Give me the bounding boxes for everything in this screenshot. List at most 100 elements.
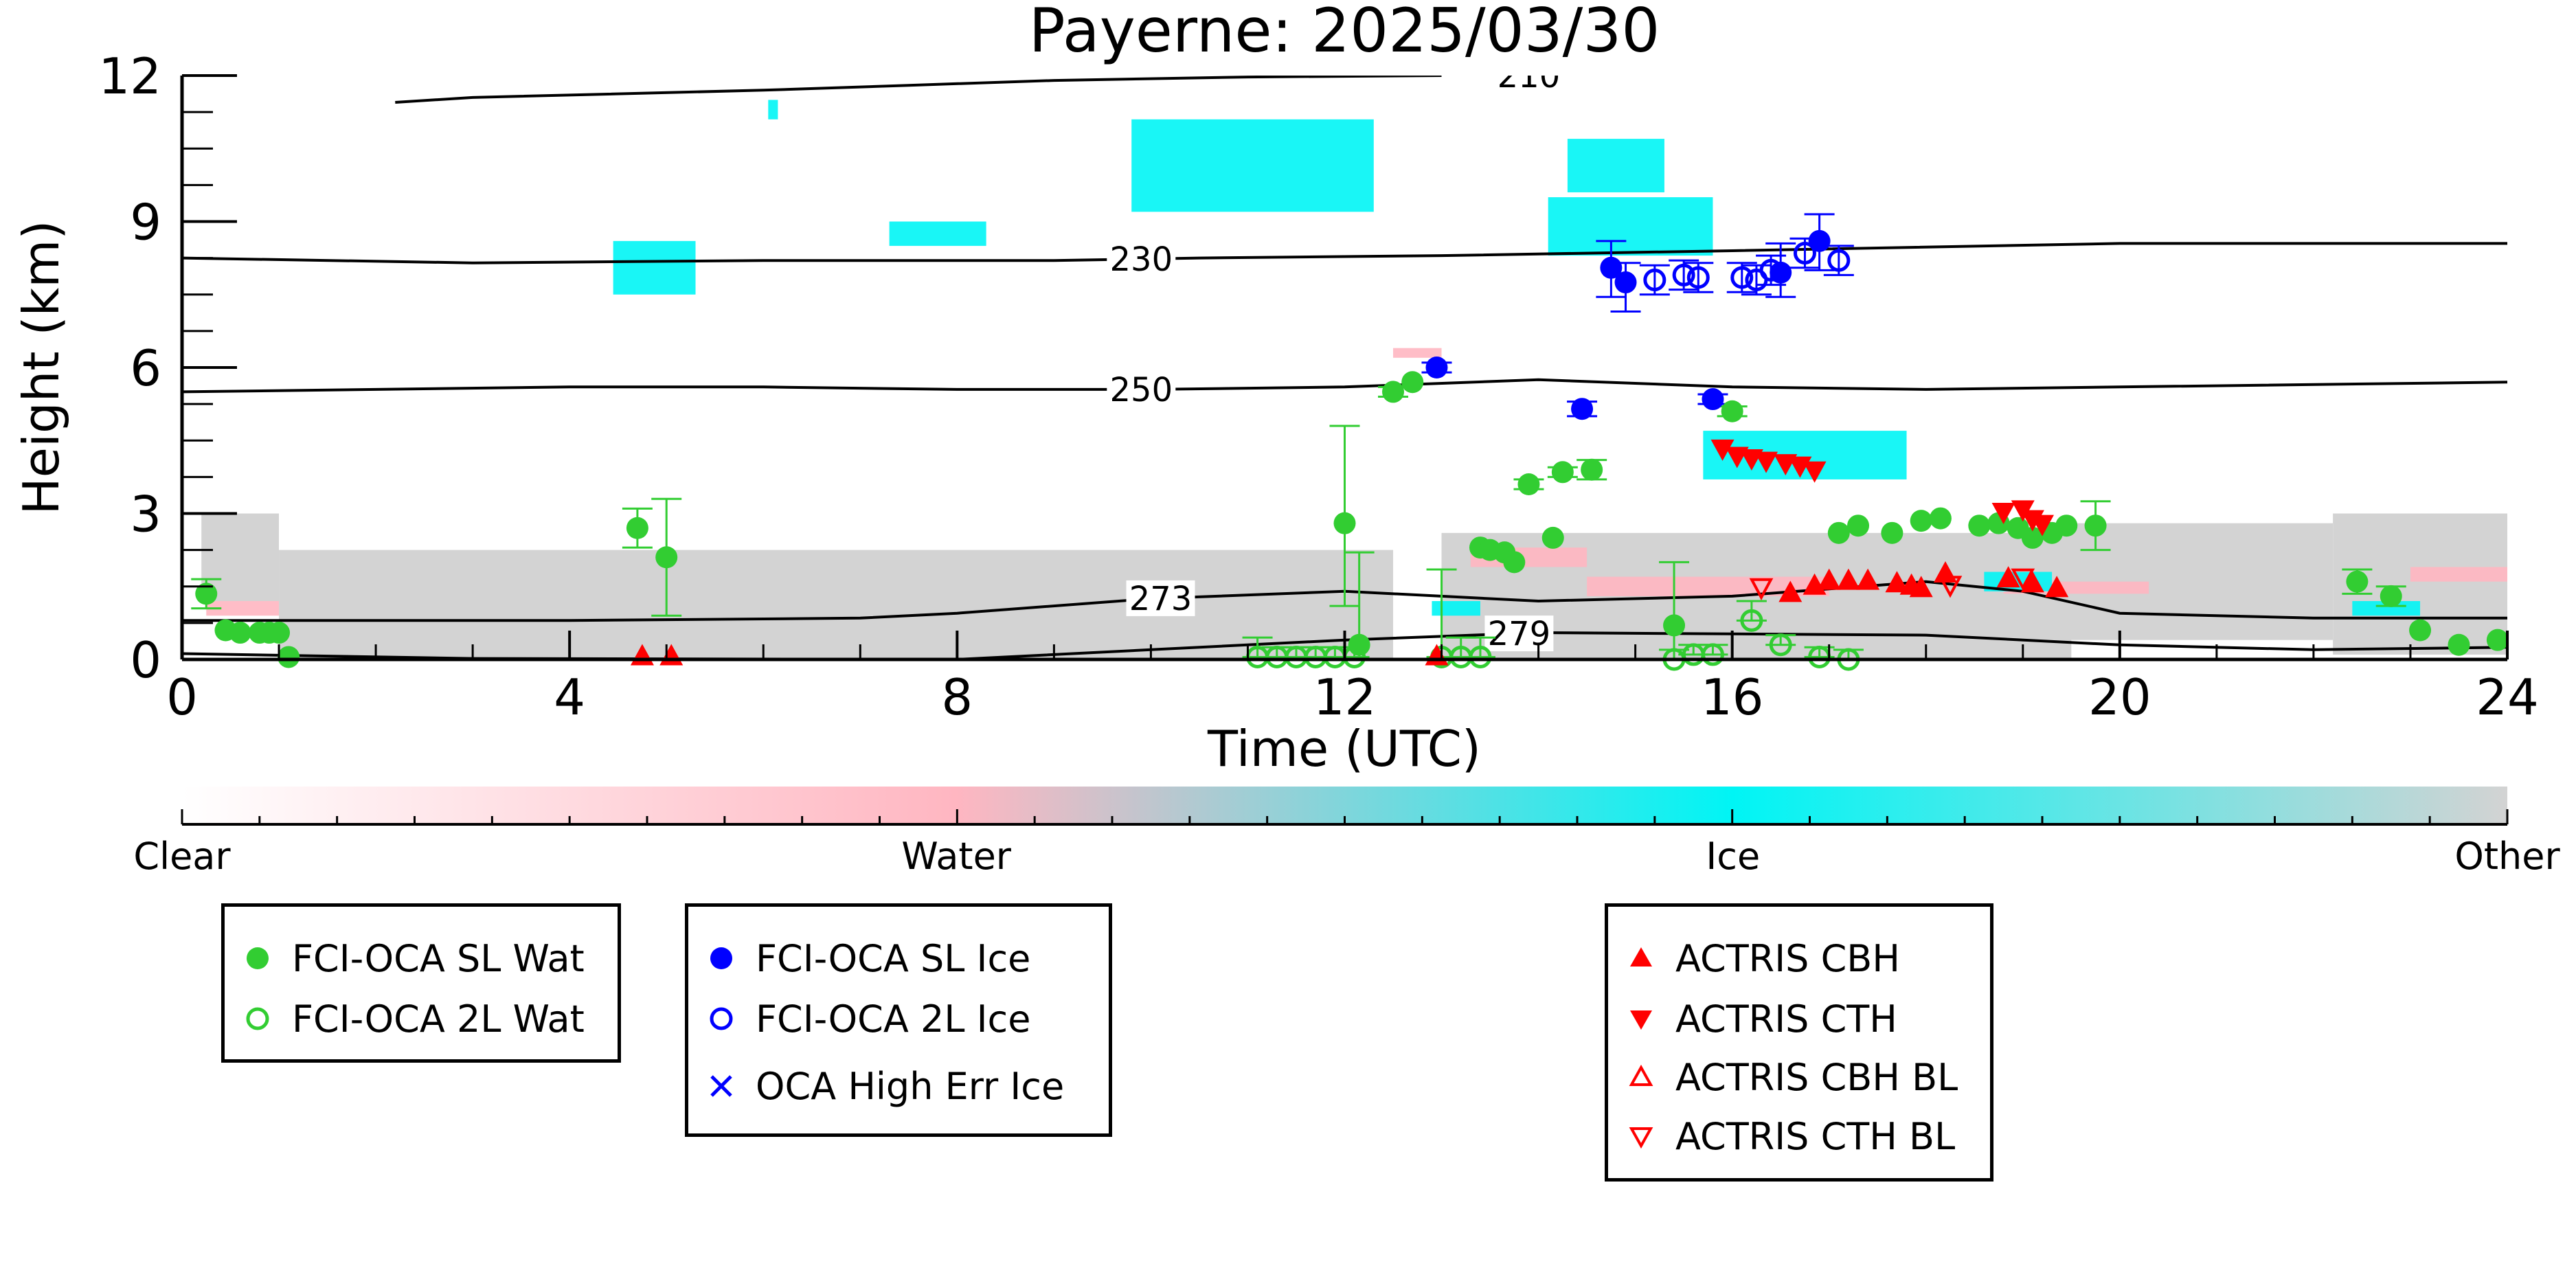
legend-label: ACTRIS CTH BL bbox=[1675, 1114, 1956, 1158]
point-actris-cth bbox=[2031, 515, 2054, 536]
point-fci-oca-2l-wat bbox=[1701, 643, 1724, 666]
point-actris-cth-bl bbox=[2011, 568, 2035, 591]
x-tick-label: 16 bbox=[1701, 668, 1764, 726]
class-region-ice bbox=[768, 100, 778, 120]
point-fci-oca-sl-ice bbox=[1571, 398, 1594, 420]
class-region-ice bbox=[1548, 197, 1713, 256]
legend-label: ACTRIS CBH BL bbox=[1675, 1055, 1958, 1099]
x-tick-label: 12 bbox=[1313, 668, 1377, 726]
isotherm-line-250 bbox=[182, 378, 2507, 394]
point-fci-oca-sl-wat bbox=[1541, 526, 1564, 549]
axis-ticks: 0 4 8 12 16 20 24 0 3 6 9 12 bbox=[98, 47, 2538, 726]
y-tick-label: 3 bbox=[130, 486, 161, 543]
isotherm-label-bg bbox=[1107, 241, 1176, 278]
cloud-classification-field bbox=[201, 100, 2507, 659]
point-actris-cbh bbox=[1836, 568, 1860, 590]
blue-filled-circle-icon bbox=[710, 947, 732, 969]
isotherm-label-bg bbox=[1494, 76, 1563, 93]
point-actris-cth bbox=[1754, 451, 1778, 473]
point-fci-oca-sl-wat bbox=[2380, 585, 2402, 607]
point-fci-oca-sl-wat bbox=[1881, 521, 1903, 544]
point-actris-cth bbox=[1991, 502, 2015, 524]
legend-item-sl-ice: FCI-OCA SL Ice bbox=[701, 934, 1030, 982]
point-fci-oca-sl-wat bbox=[2486, 629, 2509, 651]
y-axis-label: Height (km) bbox=[12, 221, 70, 515]
class-region-ice bbox=[1131, 119, 1374, 212]
point-actris-cth bbox=[1710, 439, 1735, 461]
legend-label: FCI-OCA 2L Ice bbox=[756, 997, 1031, 1041]
point-fci-oca-2l-ice bbox=[1686, 266, 1710, 289]
point-fci-oca-sl-ice bbox=[1614, 271, 1637, 294]
point-fci-oca-sl-wat bbox=[2084, 515, 2107, 537]
legend-item-sl-wat: FCI-OCA SL Wat bbox=[237, 934, 585, 982]
point-fci-oca-2l-wat bbox=[1469, 645, 1492, 668]
legend-item-high-err-ice: OCA High Err Ice bbox=[701, 1062, 1064, 1110]
red-open-triangle-down-icon bbox=[1629, 1127, 1653, 1149]
chart-title: Payerne: 2025/03/30 bbox=[1029, 0, 1660, 66]
x-tick-label: 24 bbox=[2476, 668, 2539, 726]
legend-actris: ACTRIS CBH ACTRIS CTH ACTRIS CBH BL ACTR… bbox=[1605, 903, 1993, 1182]
class-region-water bbox=[2410, 567, 2507, 582]
point-fci-oca-sl-wat bbox=[229, 622, 251, 644]
point-fci-oca-sl-ice bbox=[1425, 357, 1448, 379]
point-fci-oca-sl-wat bbox=[195, 583, 218, 605]
y-tick-label: 0 bbox=[130, 631, 161, 689]
point-actris-cth-bl bbox=[1938, 576, 1963, 598]
x-tick-label: 8 bbox=[941, 668, 973, 726]
class-region-water bbox=[1393, 348, 1442, 358]
class-region-ice bbox=[1567, 139, 1664, 192]
isotherm-label-bg bbox=[1484, 615, 1554, 652]
point-fci-oca-sl-wat bbox=[268, 622, 291, 644]
colorbar-label: Other bbox=[2454, 835, 2560, 878]
point-actris-cbh bbox=[1909, 576, 1933, 598]
blue-x-icon bbox=[710, 1075, 732, 1097]
point-actris-cbh bbox=[1996, 566, 2020, 588]
colorbar-label: Water bbox=[901, 835, 1011, 878]
point-fci-oca-2l-wat bbox=[1769, 633, 1792, 657]
point-fci-oca-2l-ice bbox=[1672, 263, 1695, 286]
legend-item-2l-ice: FCI-OCA 2L Ice bbox=[701, 995, 1030, 1043]
green-filled-circle-icon bbox=[247, 947, 269, 969]
point-fci-oca-sl-wat bbox=[2448, 633, 2470, 656]
point-fci-oca-sl-wat bbox=[1910, 510, 1932, 532]
point-fci-oca-sl-wat bbox=[1503, 551, 1526, 574]
point-fci-oca-2l-ice bbox=[1827, 249, 1851, 272]
class-region-ice bbox=[1432, 601, 1480, 616]
x-tick-label: 0 bbox=[166, 668, 198, 726]
point-fci-oca-sl-ice bbox=[1600, 256, 1623, 279]
y-tick-label: 12 bbox=[98, 47, 161, 105]
point-fci-oca-sl-wat bbox=[1382, 381, 1405, 403]
legend-label: FCI-OCA 2L Wat bbox=[292, 997, 585, 1041]
point-fci-oca-2l-ice bbox=[1759, 258, 1783, 282]
legend-label: ACTRIS CBH bbox=[1675, 936, 1900, 980]
point-actris-cbh bbox=[1817, 568, 1841, 590]
legend-label: OCA High Err Ice bbox=[756, 1064, 1065, 1108]
colorbar-label: Ice bbox=[1706, 835, 1760, 878]
point-actris-cbh bbox=[2020, 571, 2044, 593]
legend-label: ACTRIS CTH bbox=[1675, 997, 1897, 1041]
x-axis-label: Time (UTC) bbox=[1207, 720, 1481, 778]
point-fci-oca-2l-ice bbox=[1793, 242, 1816, 265]
point-fci-oca-sl-wat bbox=[1929, 507, 1952, 530]
point-fci-oca-sl-wat bbox=[1663, 614, 1686, 637]
class-region-water bbox=[206, 601, 280, 616]
isotherm-label-279: 279 bbox=[1488, 615, 1551, 653]
point-fci-oca-sl-wat bbox=[1517, 473, 1540, 495]
point-actris-cbh bbox=[1778, 580, 1803, 602]
colorbar-label: Clear bbox=[133, 835, 231, 878]
legend-item-cth-bl: ACTRIS CTH BL bbox=[1620, 1112, 1955, 1160]
point-fci-oca-sl-wat bbox=[2346, 570, 2369, 593]
point-fci-oca-sl-wat bbox=[2409, 619, 2432, 642]
legend-label: FCI-OCA SL Wat bbox=[292, 936, 585, 980]
isotherm-label-210: 210 bbox=[1498, 57, 1561, 95]
legend-ice: FCI-OCA SL Ice FCI-OCA 2L Ice OCA High E… bbox=[685, 903, 1112, 1137]
point-fci-oca-2l-ice bbox=[1730, 266, 1754, 289]
isotherm-label-250: 250 bbox=[1110, 371, 1173, 409]
red-open-triangle-up-icon bbox=[1629, 1064, 1653, 1086]
legend-item-cbh: ACTRIS CBH bbox=[1620, 934, 1900, 982]
isotherm-label-bg bbox=[1107, 371, 1176, 407]
isotherm-line-273 bbox=[182, 580, 2507, 622]
point-fci-oca-sl-wat bbox=[1551, 461, 1574, 484]
point-fci-oca-sl-ice bbox=[1702, 388, 1724, 411]
